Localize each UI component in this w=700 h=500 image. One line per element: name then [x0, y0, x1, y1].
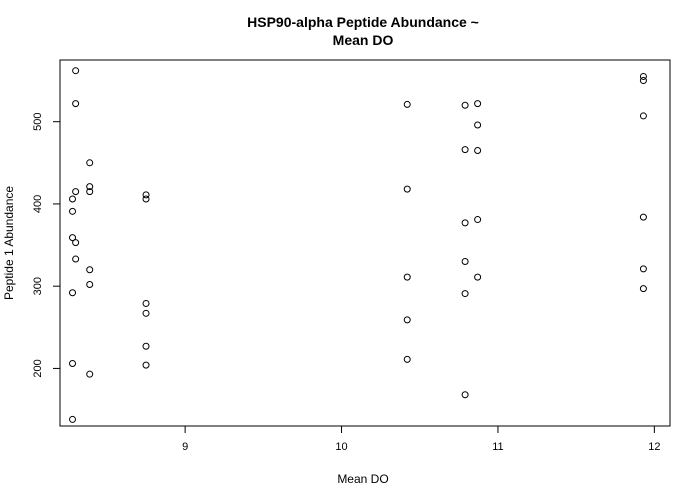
y-tick-label: 200: [32, 359, 44, 377]
x-tick-label: 11: [492, 441, 503, 453]
data-point: [69, 289, 77, 297]
data-point: [639, 72, 647, 80]
data-point: [142, 195, 150, 203]
data-point: [461, 258, 469, 266]
data-point: [639, 112, 647, 120]
data-point: [461, 391, 469, 399]
data-point: [142, 342, 150, 350]
data-point: [69, 415, 77, 423]
y-tick-label: 500: [32, 113, 44, 131]
data-point: [142, 299, 150, 307]
data-point: [72, 255, 80, 263]
data-point: [403, 355, 411, 363]
data-point: [69, 234, 77, 242]
data-point: [474, 146, 482, 154]
data-point: [86, 188, 94, 196]
data-point: [403, 273, 411, 281]
data-point: [72, 100, 80, 108]
x-tick-label: 9: [182, 441, 188, 453]
data-point: [86, 159, 94, 167]
y-axis: 200 300 400 500: [32, 113, 60, 378]
x-axis: 9 10 11 12: [182, 426, 660, 453]
y-axis-title: Peptide 1 Abundance: [2, 186, 16, 300]
data-point: [474, 121, 482, 129]
y-tick-label: 400: [32, 195, 44, 213]
data-point: [142, 191, 150, 199]
data-point: [69, 195, 77, 203]
data-point: [474, 273, 482, 281]
chart-title-line-2: Mean DO: [333, 32, 394, 48]
data-point: [403, 100, 411, 108]
data-point: [639, 265, 647, 273]
data-point: [69, 359, 77, 367]
data-point: [142, 361, 150, 369]
x-tick-label: 10: [335, 441, 347, 453]
data-point: [142, 309, 150, 317]
data-point: [461, 219, 469, 227]
data-point: [403, 185, 411, 193]
data-point: [461, 290, 469, 298]
data-point: [86, 183, 94, 191]
data-point: [639, 77, 647, 85]
data-point: [72, 188, 80, 196]
y-tick-label: 300: [32, 277, 44, 295]
plot-frame: [59, 59, 671, 427]
data-point: [72, 239, 80, 247]
data-point: [461, 146, 469, 154]
data-point: [403, 316, 411, 324]
data-point: [86, 370, 94, 378]
data-points: [69, 67, 647, 423]
data-point: [69, 207, 77, 215]
data-point: [474, 100, 482, 108]
data-point: [86, 281, 94, 289]
x-axis-title: Mean DO: [337, 472, 388, 486]
data-point: [72, 67, 80, 75]
data-point: [461, 101, 469, 109]
data-point: [639, 213, 647, 221]
data-point: [474, 216, 482, 224]
chart-title-line-1: HSP90-alpha Peptide Abundance ~: [247, 14, 479, 30]
x-tick-label: 12: [648, 441, 660, 453]
data-point: [86, 266, 94, 274]
data-point: [639, 285, 647, 293]
